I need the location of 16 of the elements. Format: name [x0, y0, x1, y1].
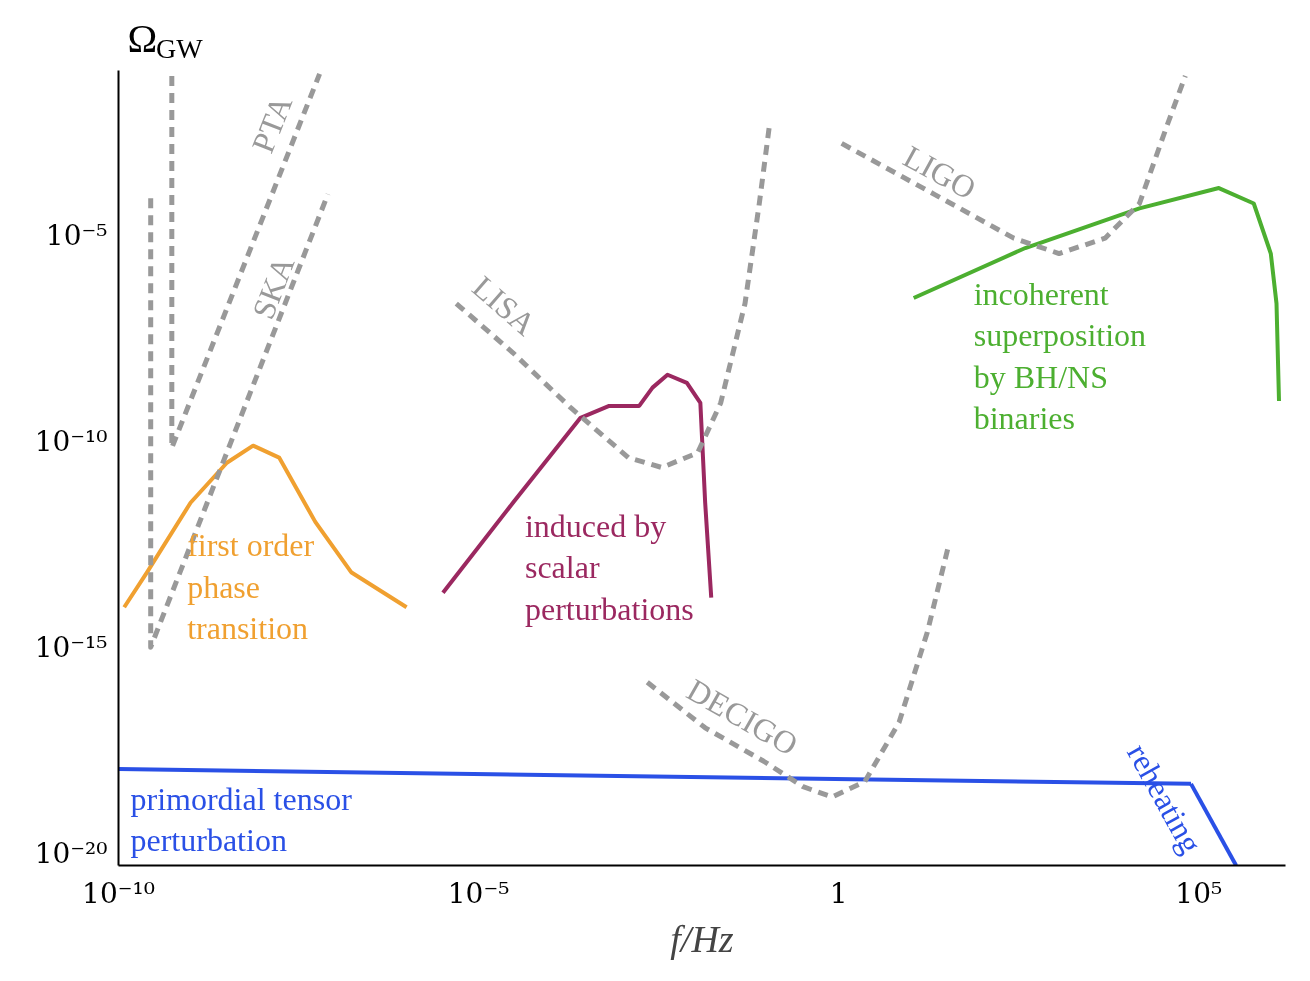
series-label: incoherent superposition by BH/NS binaries — [973, 275, 1147, 437]
series-label: induced by scalar perturbations — [524, 507, 694, 627]
series-label: primordial tensor perturbation — [130, 781, 353, 859]
x-tick-label: 10⁻¹⁰ — [82, 876, 155, 910]
x-tick-label: 10⁵ — [1175, 876, 1223, 910]
x-tick-label: 1 — [829, 876, 848, 910]
y-tick-label: 10⁻⁵ — [45, 218, 108, 252]
y-tick-label: 10⁻¹⁵ — [34, 630, 108, 664]
text: SKA — [244, 251, 302, 324]
x-axis-title: f/Hz — [670, 917, 734, 960]
text: LIGO — [897, 138, 983, 207]
text: PTA — [244, 90, 300, 158]
series-label: first order phase transition — [187, 527, 315, 647]
x-tick-label: 10⁻⁵ — [447, 876, 510, 910]
y-tick-label: 10⁻¹⁰ — [34, 424, 108, 458]
y-tick-label: 10⁻²⁰ — [34, 836, 108, 870]
